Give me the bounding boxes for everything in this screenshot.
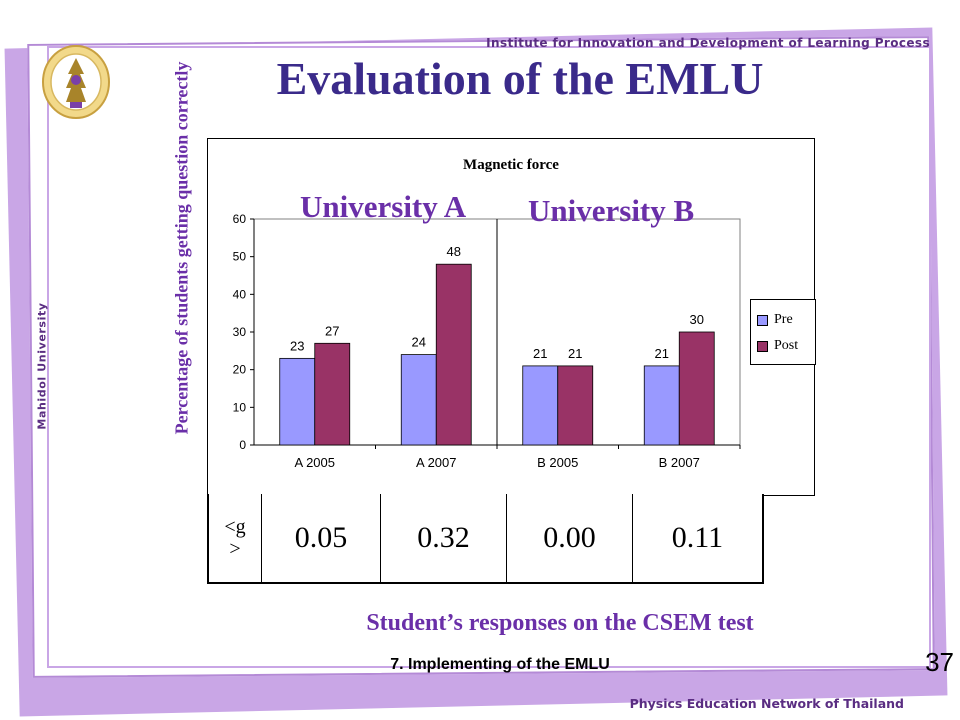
chart-legend: Pre Post (750, 299, 816, 365)
y-tick-label: 0 (239, 438, 246, 452)
bar-pre (643, 365, 680, 446)
data-label: 21 (568, 346, 582, 361)
g-factor-label-text: <g> (224, 516, 246, 560)
section-footer: 7. Implementing of the EMLU (390, 656, 610, 673)
x-tick-label: B 2007 (659, 455, 700, 470)
bar-chart: 0 10 20 30 40 50 60 23 27 A 2005 24 48 A 2007 21 21 B 2… (207, 138, 816, 496)
bar-pre (522, 365, 559, 446)
data-label: 21 (655, 346, 669, 361)
bar-pre (279, 357, 316, 446)
university-a-label: University A (300, 189, 467, 224)
g-factor-a-2005: 0.05 (261, 494, 380, 582)
g-factor-b-2005: 0.00 (506, 494, 632, 582)
g-factor-b-2007: 0.11 (632, 494, 762, 582)
data-label: 30 (690, 312, 704, 327)
y-tick-label: 20 (233, 363, 247, 377)
bar-post (314, 342, 351, 446)
y-tick-label: 10 (233, 400, 247, 414)
y-tick-label: 60 (233, 212, 247, 226)
university-name-vertical: Mahidol University (35, 302, 49, 430)
data-label: 48 (447, 244, 461, 259)
g-factor-a-2007: 0.32 (380, 494, 506, 582)
legend-swatch-pre (757, 314, 768, 326)
legend-swatch-post (757, 340, 768, 352)
x-tick-label: A 2007 (416, 455, 457, 470)
institute-name: Institute for Innovation and Development… (486, 36, 930, 50)
university-seal-icon (42, 45, 110, 119)
bar-post (557, 365, 594, 446)
bar-post (678, 331, 715, 446)
data-label: 23 (290, 338, 304, 353)
y-tick-label: 50 (233, 250, 247, 264)
y-tick-label: 30 (233, 325, 247, 339)
g-factor-label: <g> (209, 494, 261, 582)
network-name: Physics Education Network of Thailand (629, 696, 904, 711)
data-label: 27 (325, 323, 339, 338)
chart-canvas: 0 10 20 30 40 50 60 23 27 A 2005 24 48 A 2007 21 21 B 2… (233, 212, 741, 470)
y-tick-label: 40 (233, 287, 247, 301)
data-label: 24 (412, 335, 426, 350)
slide-title: Evaluation of the EMLU (276, 53, 764, 104)
legend-label-post: Post (774, 338, 799, 353)
y-axis-label: Percentage of students getting question … (171, 61, 192, 435)
legend-entry-pre: Pre (757, 312, 793, 328)
x-tick-label: A 2005 (295, 455, 336, 470)
slide-caption: Student’s responses on the CSEM test (366, 610, 754, 636)
legend-label-pre: Pre (774, 312, 793, 327)
bar-post (435, 263, 472, 446)
bar-pre (400, 354, 437, 446)
data-label: 21 (533, 346, 547, 361)
legend-entry-post: Post (757, 338, 798, 354)
page-number: 37 (925, 647, 954, 677)
g-factor-table: <g> 0.05 0.32 0.00 0.11 (207, 494, 764, 584)
chart-title: Magnetic force (463, 157, 559, 173)
x-tick-label: B 2005 (537, 455, 578, 470)
university-b-label: University B (528, 193, 695, 228)
